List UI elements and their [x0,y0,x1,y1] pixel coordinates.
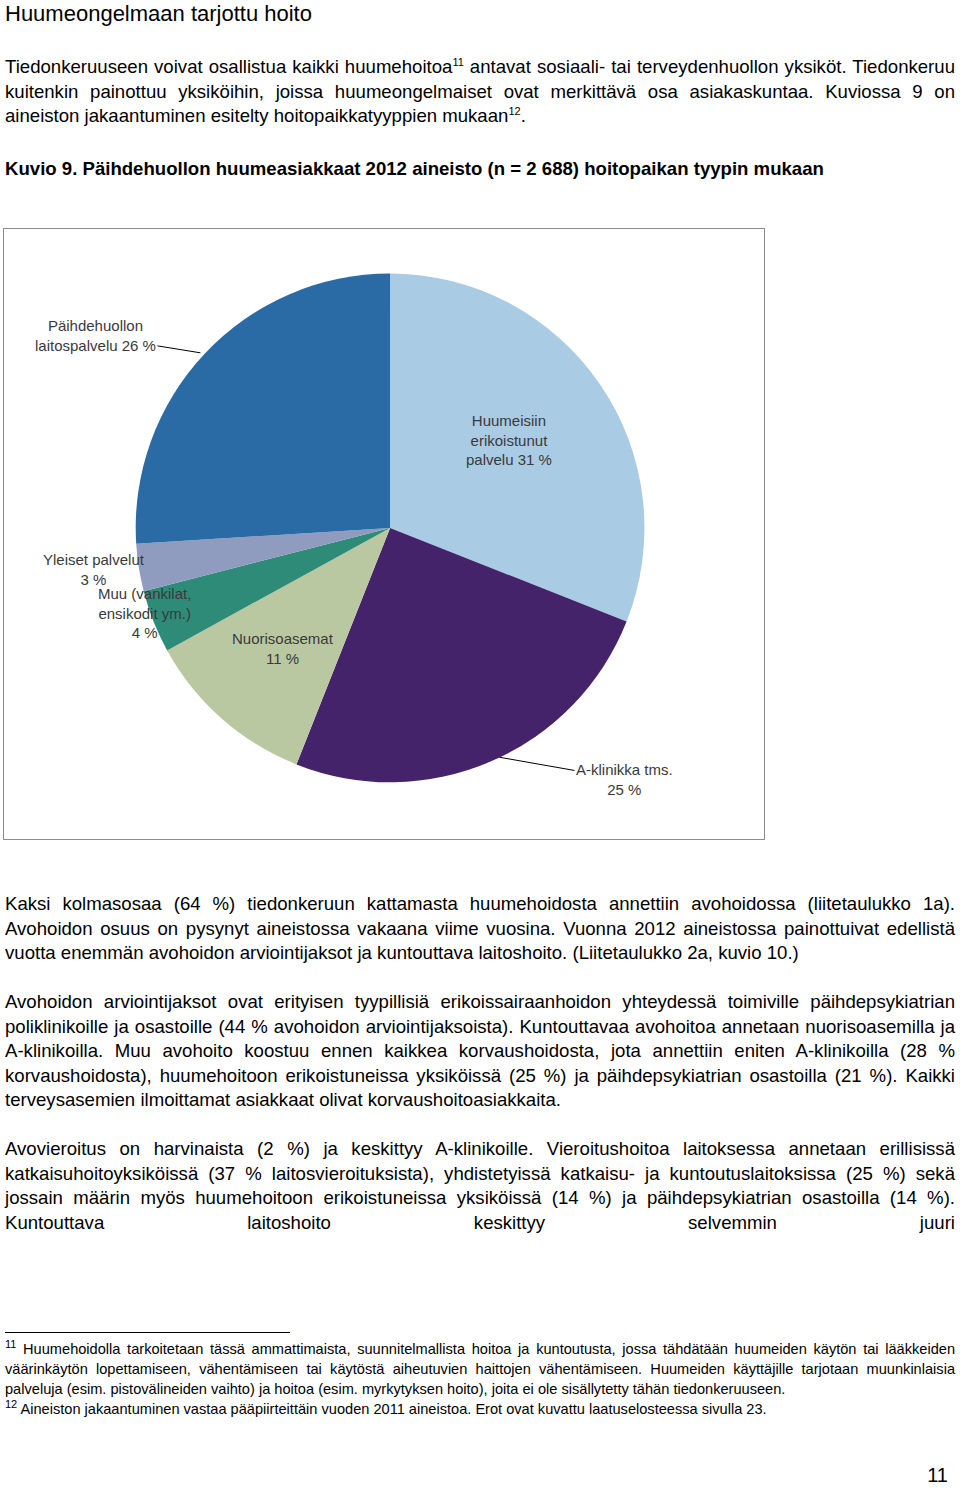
html-text:Avovieroitus on harvinaista (2: Avovieroitus on harvinaista (2 %) ja kes… [5,1138,955,1233]
html-text:Kuvio 9. Päihdehuollon huumeas: Kuvio 9. Päihdehuollon huumeasiakkaat 20… [5,158,824,179]
svg-text:Muu (vankilat,ensikodit ym.)4: Muu (vankilat,ensikodit ym.)4 % [98,585,191,641]
svg-text:A-klinikka tms.25 %: A-klinikka tms.25 % [576,761,673,798]
svg-text:Päihdehuollonlaitospalvelu 26: Päihdehuollonlaitospalvelu 26 % [35,317,156,354]
html-text:Tiedonkeruuseen voivat osallis: Tiedonkeruuseen voivat osallistua kaikki… [5,55,955,126]
html-text:Kaksi kolmasosaa (64 %) tiedon: Kaksi kolmasosaa (64 %) tiedonkeruun kat… [5,893,955,963]
html-text:11: 11 [927,1464,948,1486]
svg-text:Nuorisoasemat11 %: Nuorisoasemat11 % [232,630,334,667]
svg-text:Huumeisiinerikoistunutpalvelu: Huumeisiinerikoistunutpalvelu 31 % [466,412,552,468]
html-text:11Huumehoidolla tarkoitetaan t: 11Huumehoidolla tarkoitetaan tässä ammat… [5,1338,955,1397]
svg-text:Yleiset palvelut3 %: Yleiset palvelut3 % [43,551,145,588]
html-text:Huumeongelmaan tarjottu hoito: Huumeongelmaan tarjottu hoito [5,1,312,26]
html-text:12Aineiston jakaantuminen vast: 12Aineiston jakaantuminen vastaa pääpiir… [5,1398,767,1417]
html-text:Avohoidon arviointijaksot ovat: Avohoidon arviointijaksot ovat erityisen… [5,991,955,1110]
